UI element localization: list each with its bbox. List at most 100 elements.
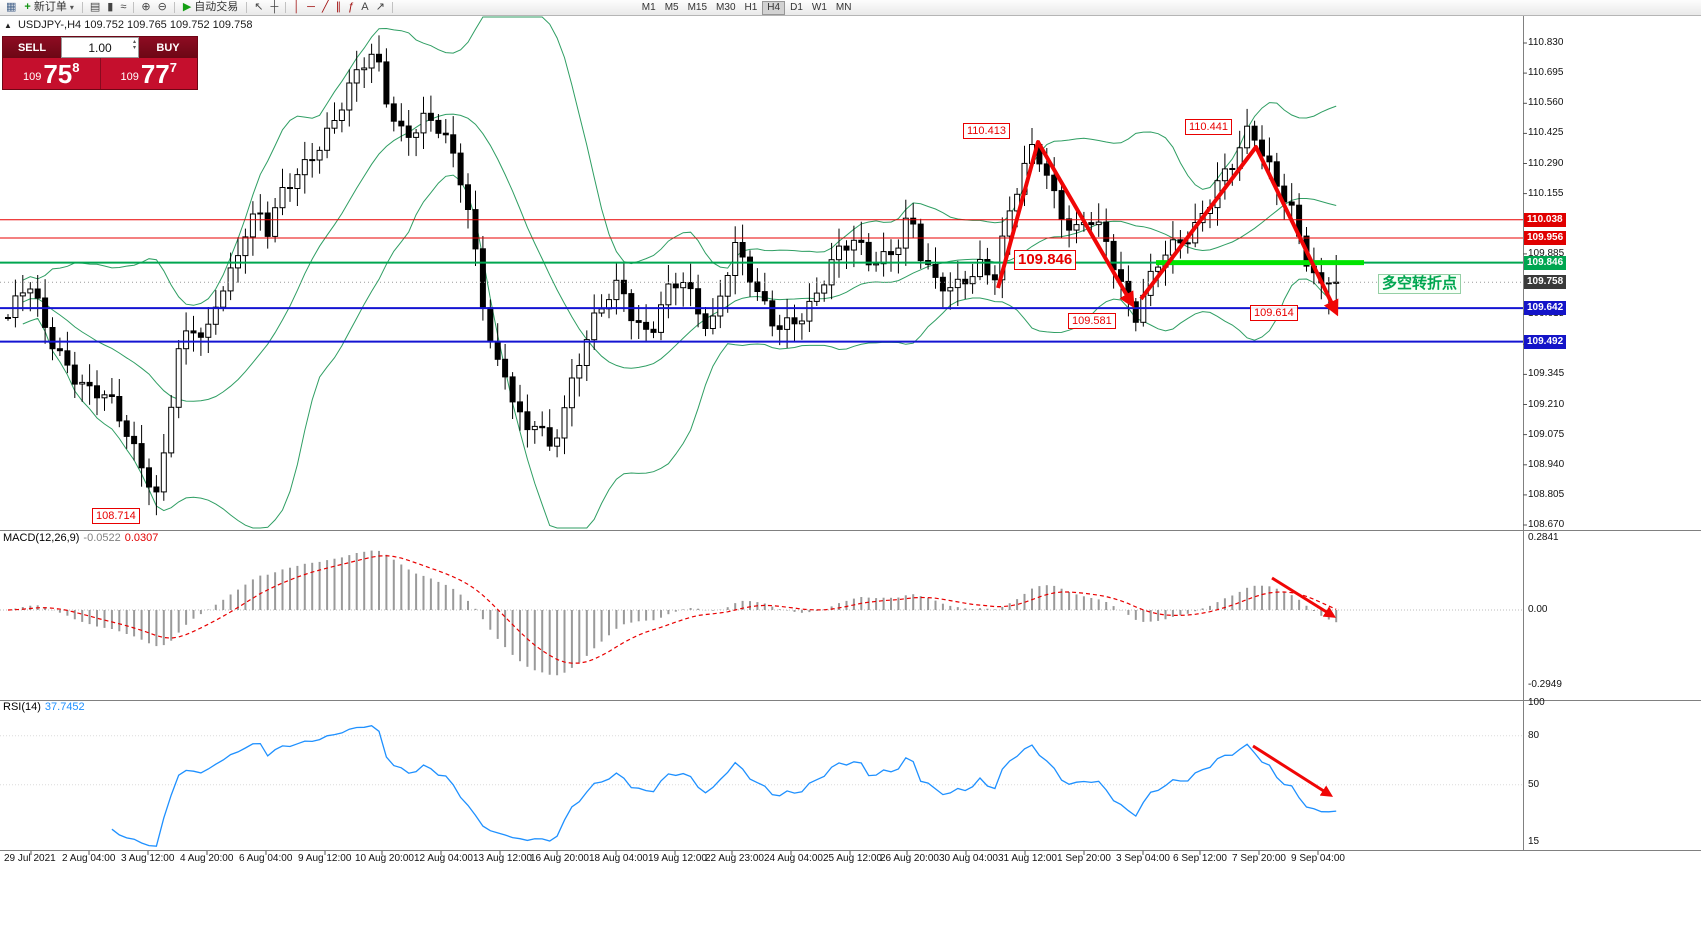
timeframe-button-h4[interactable]: H4 bbox=[762, 0, 786, 15]
time-label: 9 Sep 04:00 bbox=[1291, 853, 1345, 864]
time-label: 4 Aug 20:00 bbox=[180, 853, 234, 864]
timeframe-button-h1[interactable]: H1 bbox=[744, 1, 758, 13]
autotrading-play-icon: ▶ bbox=[182, 1, 192, 13]
price-tag: 109.492 bbox=[1524, 334, 1567, 349]
price-tick-label: 110.560 bbox=[1528, 97, 1564, 109]
sell-price-big: 75 bbox=[43, 59, 73, 89]
symbol-info: ▲ USDJPY-,H4 109.752 109.765 109.752 109… bbox=[4, 19, 252, 31]
hlines-layer bbox=[0, 219, 1523, 343]
volume-input[interactable]: 1.00 ▴ ▾ bbox=[61, 37, 139, 58]
macd-axis-label: 0.2841 bbox=[1528, 532, 1559, 543]
arrow-tool-icon[interactable]: ↗ bbox=[375, 1, 385, 13]
price-tag: 109.846 bbox=[1524, 255, 1567, 270]
time-label: 12 Aug 04:00 bbox=[414, 853, 473, 864]
cursor-icon[interactable]: ↖ bbox=[254, 1, 264, 13]
time-label: 13 Aug 12:00 bbox=[473, 853, 532, 864]
auto-trading-button[interactable]: ▶ 自动交易 bbox=[179, 0, 242, 15]
timeframe-button-m30[interactable]: M30 bbox=[716, 1, 736, 13]
rsi-axis-label: 50 bbox=[1528, 778, 1540, 790]
volume-value: 1.00 bbox=[88, 40, 112, 55]
quote-ohlc: 109.752 109.765 109.752 109.758 bbox=[84, 19, 253, 31]
auto-trading-button-label: 自动交易 bbox=[194, 1, 239, 13]
buy-price-big: 77 bbox=[140, 59, 170, 89]
price-tick-label: 108.670 bbox=[1528, 519, 1565, 530]
zoom-in-icon[interactable]: ⊕ bbox=[141, 1, 151, 13]
candlestick-chart-icon[interactable]: ▮ bbox=[107, 1, 114, 13]
timeframe-button-w1[interactable]: W1 bbox=[811, 1, 827, 13]
buy-price[interactable]: 109 77 7 bbox=[99, 58, 198, 89]
horizontal-line-icon[interactable]: ─ bbox=[307, 1, 315, 13]
time-label: 6 Aug 04:00 bbox=[239, 853, 293, 864]
vertical-line-icon[interactable]: │ bbox=[293, 1, 301, 13]
macd-axis-label: 0.00 bbox=[1528, 604, 1548, 615]
channel-icon[interactable]: ∥ bbox=[335, 1, 342, 13]
text-icon[interactable]: A bbox=[361, 1, 369, 13]
rsi-layer bbox=[0, 725, 1523, 847]
time-label: 7 Sep 20:00 bbox=[1232, 853, 1286, 864]
time-label: 25 Aug 12:00 bbox=[823, 853, 882, 864]
buy-button[interactable]: BUY bbox=[139, 37, 197, 58]
crosshair-icon[interactable]: ┼ bbox=[270, 1, 279, 13]
time-label: 26 Aug 20:00 bbox=[880, 853, 939, 864]
one-click-trading-panel: SELL 1.00 ▴ ▾ BUY 109 75 8 109 77 7 bbox=[2, 36, 198, 90]
macd-main-value: -0.0522 bbox=[83, 532, 121, 544]
macd-layer bbox=[0, 550, 1523, 676]
macd-indicator-label: MACD(12,26,9) -0.0522 0.0307 bbox=[3, 532, 158, 544]
price-tick-label: 109.210 bbox=[1528, 398, 1565, 410]
timeframe-button-d1[interactable]: D1 bbox=[790, 1, 803, 13]
trend-arrows-layer bbox=[996, 140, 1339, 797]
rsi-axis-label: 80 bbox=[1528, 729, 1540, 741]
price-tick-label: 110.695 bbox=[1528, 67, 1564, 79]
line-chart-icon[interactable]: ≈ bbox=[120, 1, 127, 13]
new-order-button[interactable]: + 新订单 ▾ bbox=[20, 0, 77, 15]
toolbar-separator bbox=[285, 2, 287, 13]
turning-point-label: 多空转折点 bbox=[1378, 274, 1462, 294]
price-tag: 109.956 bbox=[1524, 231, 1567, 246]
price-tick-label: 109.075 bbox=[1528, 428, 1565, 440]
time-label: 3 Aug 12:00 bbox=[121, 853, 175, 864]
sell-button[interactable]: SELL bbox=[3, 37, 61, 58]
sell-price-sup: 8 bbox=[72, 60, 80, 75]
price-tick-label: 110.290 bbox=[1528, 157, 1564, 169]
zoom-out-icon[interactable]: ⊖ bbox=[157, 1, 167, 13]
charts-grid-icon[interactable]: ▦ bbox=[6, 1, 17, 13]
toolbar: ▦ + 新订单 ▾ ▤ ▮ ≈ ⊕ ⊖ ▶ 自动交易 ↖ ┼ │ ─ ╱ ∥ ƒ A ↗ M1 M5 M15 M30 H1 H4 D… bbox=[0, 0, 1701, 16]
time-label: 6 Sep 12:00 bbox=[1173, 853, 1227, 864]
one-click-toggle-icon[interactable]: ▲ bbox=[4, 21, 12, 30]
rsi-axis-label: 15 bbox=[1528, 835, 1540, 847]
new-order-icon: + bbox=[24, 1, 31, 13]
price-callout: 109.614 bbox=[1250, 305, 1298, 321]
price-callout: 110.413 bbox=[963, 123, 1010, 139]
buy-price-prefix: 109 bbox=[120, 71, 139, 83]
buy-price-sup: 7 bbox=[169, 60, 177, 75]
separators-layer bbox=[0, 16, 1701, 855]
sell-price[interactable]: 109 75 8 bbox=[3, 58, 100, 89]
trendline-icon[interactable]: ╱ bbox=[321, 1, 329, 13]
fibonacci-icon[interactable]: ƒ bbox=[348, 1, 355, 13]
timeframe-button-m15[interactable]: M15 bbox=[687, 1, 708, 13]
price-tick-label: 110.155 bbox=[1528, 187, 1564, 199]
bar-chart-icon[interactable]: ▤ bbox=[89, 1, 101, 13]
time-label: 9 Aug 12:00 bbox=[298, 853, 352, 864]
time-label: 1 Sep 20:00 bbox=[1057, 853, 1111, 864]
time-label: 31 Aug 12:00 bbox=[998, 853, 1057, 864]
toolbar-separator bbox=[173, 2, 175, 13]
time-label: 3 Sep 04:00 bbox=[1116, 853, 1170, 864]
macd-signal-value: 0.0307 bbox=[124, 532, 159, 544]
volume-spinner[interactable]: ▴ ▾ bbox=[132, 39, 136, 51]
rsi-indicator-label: RSI(14) 37.7452 bbox=[3, 701, 85, 713]
price-callout: 108.714 bbox=[92, 508, 140, 524]
price-tag: 110.038 bbox=[1524, 212, 1566, 227]
price-tick-label: 110.425 bbox=[1528, 127, 1564, 139]
rsi-value: 37.7452 bbox=[44, 701, 85, 713]
chevron-down-icon: ▾ bbox=[69, 3, 74, 12]
timeframe-button-mn[interactable]: MN bbox=[835, 1, 852, 13]
timeframe-button-m5[interactable]: M5 bbox=[664, 1, 679, 13]
time-label: 29 Jul 2021 bbox=[4, 853, 56, 864]
timeframe-button-m1[interactable]: M1 bbox=[641, 1, 656, 13]
price-tick-label: 108.940 bbox=[1528, 458, 1565, 470]
price-tag: 109.642 bbox=[1524, 301, 1567, 316]
price-tick-label: 109.885 bbox=[1528, 247, 1565, 259]
